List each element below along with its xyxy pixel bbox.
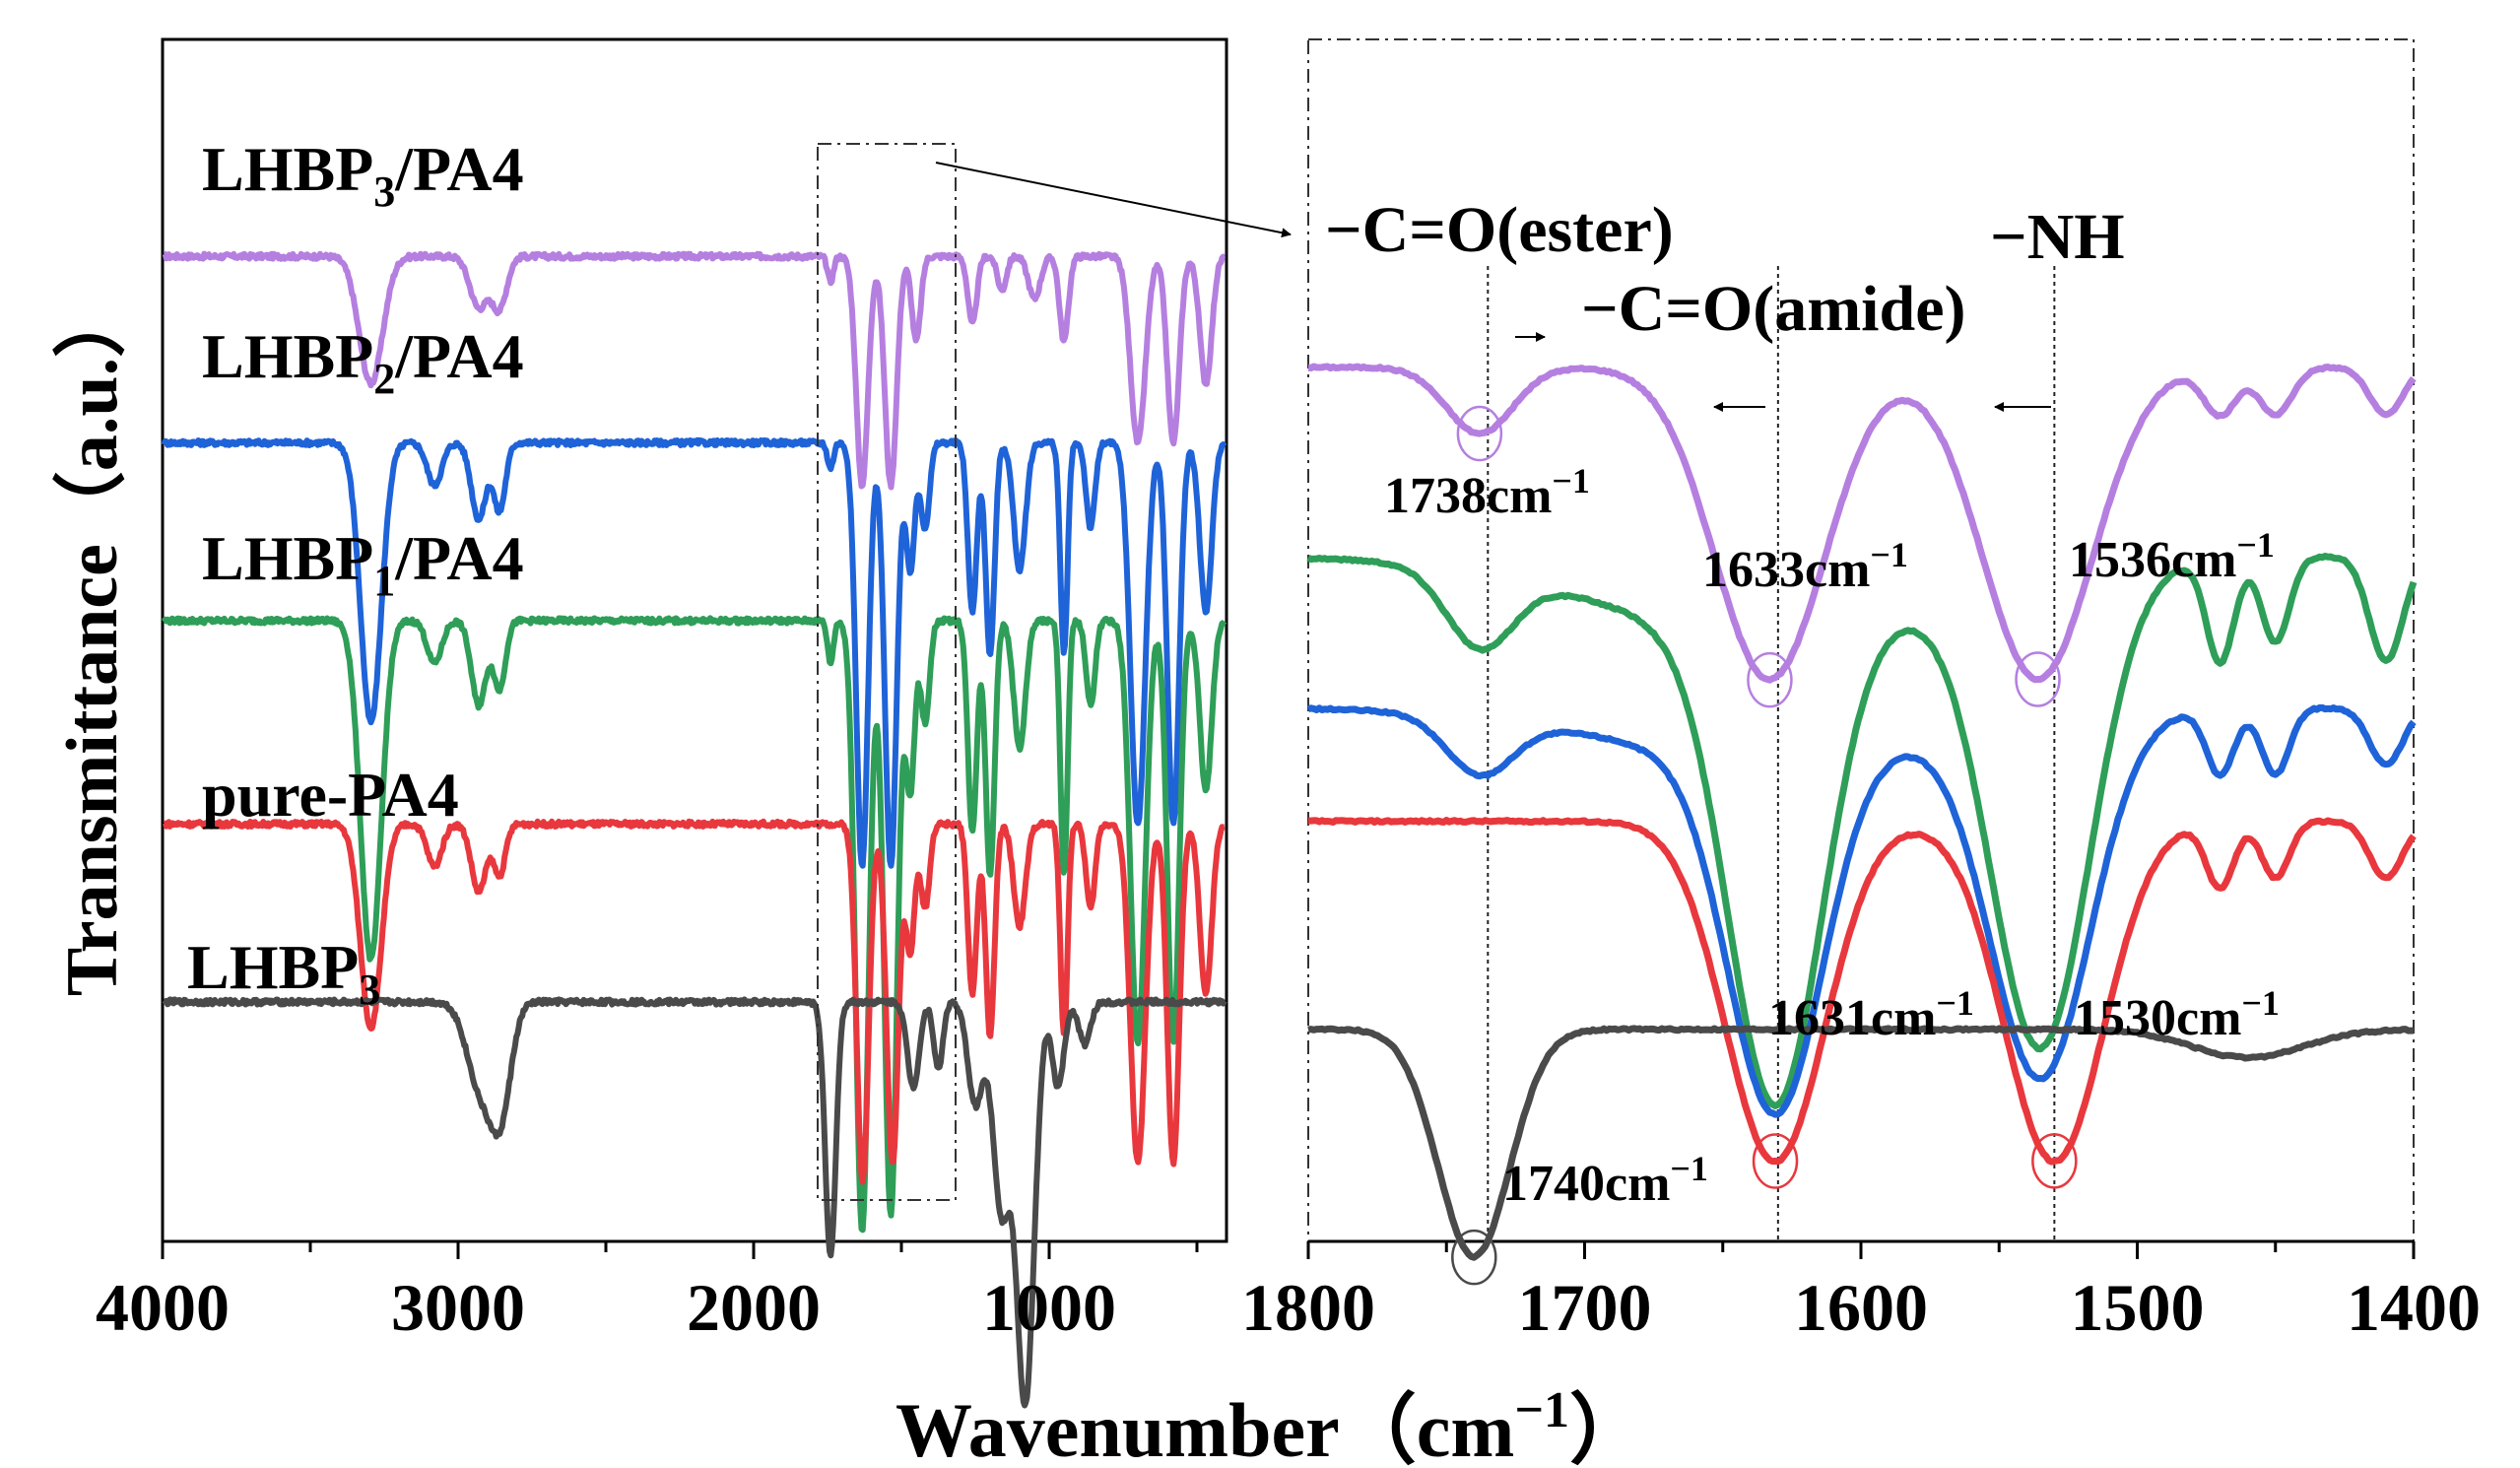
right-tick-label: 1700 — [1518, 1270, 1652, 1345]
left-label-lhbp3-pa4: LHBP3/PA4 — [202, 134, 524, 216]
left-label-pure-pa4: pure-PA4 — [202, 760, 459, 830]
y-axis-label: Transmittance（a.u.） — [52, 285, 133, 996]
annotation-peak-label: 1633cm−1 — [1702, 535, 1908, 598]
right-series-lhbp3 — [1307, 1025, 2415, 1261]
right-tick-label: 1500 — [2071, 1270, 2205, 1345]
annotation-sup: −1 — [1552, 461, 1590, 500]
shift-arrows — [1515, 332, 2051, 412]
x-axis-label: Wavenumber（cm−1） — [895, 1382, 1646, 1468]
zoom-region-box — [817, 143, 957, 1201]
annotation-sup: −1 — [1936, 983, 1974, 1023]
peak-circle-1740 — [1451, 1229, 1497, 1286]
left-label-rest: /PA4 — [394, 523, 523, 593]
x-axis-label-close: ） — [1569, 1387, 1646, 1468]
annotation-sup: −1 — [2241, 983, 2280, 1023]
left-label-rest: /PA4 — [394, 134, 523, 204]
peak-circle-1631 — [1752, 1133, 1799, 1189]
annotation-main: −C=O(ester) — [1325, 194, 1674, 266]
left-series-lhbp2-pa4 — [161, 436, 1227, 869]
left-series-lhbp1-pa4 — [161, 615, 1227, 1234]
left-label-sub: 2 — [373, 355, 395, 403]
annotation-main: 1530cm — [2074, 990, 2241, 1046]
right-series-lhbp2-pa4 — [1306, 703, 2417, 1118]
left-label-sub: 3 — [359, 966, 380, 1014]
annotation-peak-label: 1740cm−1 — [1502, 1149, 1708, 1212]
left-label-main: pure-PA4 — [202, 760, 459, 830]
peak-circle-1536 — [2015, 651, 2061, 707]
left-label-lhbp1-pa4: LHBP1/PA4 — [202, 523, 524, 605]
annotation-group-label: −C=O(amide) — [1581, 273, 1966, 345]
left-series-lhbp3-pa4 — [162, 250, 1227, 491]
left-label-rest: /PA4 — [394, 321, 523, 391]
annotation-sup: −1 — [2236, 525, 2275, 565]
right-panel: −C=O(ester)−C=O(amide)−NH1738cm−11633cm−… — [1241, 38, 2481, 1345]
left-series-lhbp3 — [162, 996, 1227, 1409]
annotation-main: 1740cm — [1502, 1156, 1670, 1212]
right-series-lhbp3-pa4 — [1307, 363, 2417, 684]
annotation-main: −C=O(amide) — [1581, 273, 1966, 345]
annotation-sup: −1 — [1670, 1149, 1708, 1188]
left-label-main: LHBP — [202, 134, 373, 204]
right-annotations: −C=O(ester)−C=O(amide)−NH1738cm−11633cm−… — [1325, 194, 2280, 1212]
left-label-sub: 1 — [373, 557, 395, 605]
left-label-sub: 3 — [373, 167, 395, 216]
peak-circles — [1451, 405, 2078, 1286]
peak-circle-1738 — [1456, 405, 1503, 462]
left-panel: LHBP3/PA4LHBP2/PA4LHBP1/PA4pure-PA4LHBP3… — [96, 37, 1292, 1409]
annotation-peak-label: 1631cm−1 — [1768, 983, 1974, 1046]
annotation-group-label: −C=O(ester) — [1325, 194, 1674, 266]
left-label-main: LHBP — [202, 321, 373, 391]
annotation-main: 1633cm — [1702, 542, 1870, 598]
left-plot-frame — [161, 37, 1228, 1243]
right-series-pure-pa4 — [1307, 817, 2417, 1166]
annotation-peak-label: 1536cm−1 — [2069, 525, 2275, 588]
left-x-ticks: 4000 3000 2000 1000 — [96, 1241, 1199, 1345]
annotation-main: 1631cm — [1768, 990, 1936, 1046]
annotation-peak-label: 1738cm−1 — [1384, 461, 1590, 524]
right-tick-label: 1600 — [1794, 1270, 1928, 1345]
left-tick-label: 4000 — [96, 1270, 230, 1345]
left-series-pure-pa4 — [162, 818, 1227, 1185]
annotation-group-label: −NH — [1990, 201, 2125, 273]
x-axis-label-main: Wavenumber（cm — [895, 1387, 1514, 1468]
zoom-arrow — [935, 162, 1292, 238]
annotation-sup: −1 — [1870, 535, 1908, 574]
peak-circle-1633 — [1747, 651, 1793, 708]
annotation-main: −NH — [1990, 201, 2125, 273]
left-tick-label: 1000 — [982, 1270, 1116, 1345]
left-label-main: LHBP — [187, 932, 359, 1002]
left-label-main: LHBP — [202, 523, 373, 593]
left-label-lhbp2-pa4: LHBP2/PA4 — [202, 321, 524, 403]
left-label-lhbp3: LHBP3 — [187, 932, 380, 1014]
left-tick-label: 3000 — [391, 1270, 525, 1345]
peak-circle-1530 — [2031, 1133, 2078, 1189]
left-series-group — [161, 250, 1227, 1409]
right-tick-label: 1400 — [2347, 1270, 2481, 1345]
right-x-ticks: 1800 1700 1600 1500 1400 — [1241, 1241, 2481, 1345]
annotation-main: 1738cm — [1384, 468, 1552, 524]
right-series-group — [1306, 363, 2418, 1261]
left-tick-label: 2000 — [687, 1270, 821, 1345]
right-series-lhbp1-pa4 — [1306, 553, 2418, 1109]
x-axis-label-sup: −1 — [1514, 1382, 1569, 1438]
annotation-main: 1536cm — [2069, 532, 2236, 588]
right-tick-label: 1800 — [1241, 1270, 1375, 1345]
annotation-peak-label: 1530cm−1 — [2074, 983, 2280, 1046]
